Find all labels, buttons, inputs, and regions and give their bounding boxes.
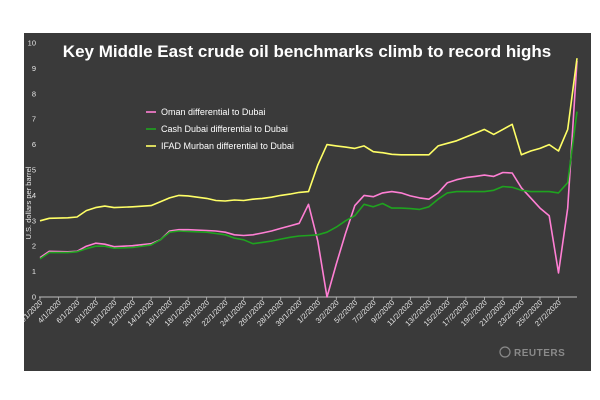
series-group [39,58,578,298]
reuters-logo: REUTERS [499,346,565,359]
line-chart: Key Middle East crude oil benchmarks cli… [24,39,578,359]
series-line-cash-dubai-differential-to-dubai [39,111,578,260]
series-line-ifad-murban-differential-to-dubai [39,58,578,222]
y-tick-label: 3 [32,216,36,225]
y-axis-label: U.S. dollars per barrel [24,166,33,239]
chart-panel: Key Middle East crude oil benchmarks cli… [24,33,591,371]
legend-label: Cash Dubai differential to Dubai [161,124,288,134]
y-tick-label: 1 [32,267,36,276]
legend-label: Oman differential to Dubai [161,107,265,117]
y-tick-label: 2 [32,242,36,251]
series-line-oman-differential-to-dubai [39,60,578,298]
y-tick-label: 0 [32,293,36,302]
y-axis: 0 1 2 3 4 5 6 7 8 9 10 [28,39,36,302]
y-tick-label: 7 [32,115,36,124]
y-tick-label: 9 [32,64,36,73]
y-tick-label: 5 [32,166,36,175]
reuters-logo-icon [499,346,511,358]
reuters-watermark: REUTERS [514,348,565,359]
y-tick-label: 6 [32,140,36,149]
y-tick-label: 4 [32,191,36,200]
y-tick-label: 8 [32,89,36,98]
legend-label: IFAD Murban differential to Dubai [161,141,294,151]
x-axis-ticks: 2/1/20204/1/20206/1/20208/1/202010/1/202… [24,297,563,328]
legend: Oman differential to Dubai Cash Dubai dif… [146,107,294,151]
y-tick-label: 10 [28,39,36,48]
chart-title: Key Middle East crude oil benchmarks cli… [63,42,551,61]
